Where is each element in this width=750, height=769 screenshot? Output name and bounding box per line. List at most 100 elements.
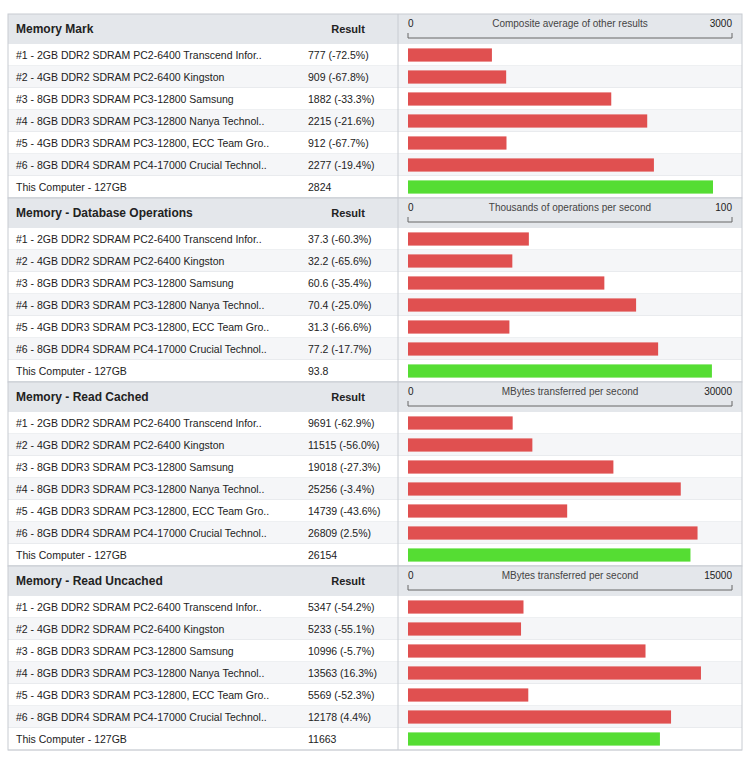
section-title: Memory - Database Operations (16, 206, 193, 220)
bar (408, 364, 712, 377)
row-bg (8, 662, 742, 684)
header-bg (8, 566, 742, 596)
tick-label: 100 (715, 202, 732, 213)
category-label: #1 - 2GB DDR2 SDRAM PC2-6400 Transcend I… (16, 601, 262, 613)
tick-label: 30000 (704, 386, 732, 397)
category-label: #3 - 8GB DDR3 SDRAM PC3-12800 Samsung (16, 93, 234, 105)
data-label: 777 (-72.5%) (308, 49, 369, 61)
row-bg (8, 478, 742, 500)
category-label: #2 - 4GB DDR2 SDRAM PC2-6400 Kingston (16, 623, 224, 635)
data-label: 13563 (16.3%) (308, 667, 377, 679)
column-divider (398, 566, 399, 750)
bar (408, 48, 492, 61)
header-bg (8, 198, 742, 228)
row-bg (8, 706, 742, 728)
category-label: #3 - 8GB DDR3 SDRAM PC3-12800 Samsung (16, 461, 234, 473)
category-label: #5 - 4GB DDR3 SDRAM PC3-12800, ECC Team … (16, 137, 269, 149)
row-bg (8, 110, 742, 132)
tick-mark (408, 217, 409, 222)
bar (408, 298, 636, 311)
data-label: 25256 (-3.4%) (308, 483, 375, 495)
section: Memory - Database OperationsResultThousa… (8, 198, 742, 382)
row-bg (8, 544, 742, 566)
category-label: #5 - 4GB DDR3 SDRAM PC3-12800, ECC Team … (16, 321, 269, 333)
bar (408, 548, 690, 561)
bars (408, 48, 713, 193)
category-label: #3 - 8GB DDR3 SDRAM PC3-12800 Samsung (16, 645, 234, 657)
bars (408, 600, 701, 745)
bar (408, 232, 529, 245)
category-label: #2 - 4GB DDR2 SDRAM PC2-6400 Kingston (16, 71, 224, 83)
data-label: 912 (-67.7%) (308, 137, 369, 149)
category-label: #5 - 4GB DDR3 SDRAM PC3-12800, ECC Team … (16, 505, 269, 517)
category-label: This Computer - 127GB (16, 733, 127, 745)
tick-mark (408, 401, 409, 406)
tick-mark (408, 585, 409, 590)
row-bg (8, 522, 742, 544)
data-label: 31.3 (-66.6%) (308, 321, 372, 333)
row-bg (8, 640, 742, 662)
header-bg (8, 382, 742, 412)
column-header: Result (331, 575, 365, 587)
section-title: Memory Mark (16, 22, 94, 36)
header-bg (8, 14, 742, 44)
category-label: #5 - 4GB DDR3 SDRAM PC3-12800, ECC Team … (16, 689, 269, 701)
row-bg (8, 596, 742, 618)
bar (408, 320, 509, 333)
category-label: #2 - 4GB DDR2 SDRAM PC2-6400 Kingston (16, 439, 224, 451)
row-bg (8, 684, 742, 706)
row-bg (8, 618, 742, 640)
tick-label: 0 (408, 18, 414, 29)
row-bg (8, 88, 742, 110)
bar (408, 688, 528, 701)
category-label: #4 - 8GB DDR3 SDRAM PC3-12800 Nanya Tech… (16, 115, 264, 127)
chart-root: Memory MarkResultComposite average of ot… (0, 0, 750, 769)
category-label: #6 - 8GB DDR4 SDRAM PC4-17000 Crucial Te… (16, 159, 267, 171)
data-label: 11663 (308, 733, 337, 745)
bar (408, 526, 698, 539)
tick-mark (732, 33, 733, 38)
row-bg (8, 500, 742, 522)
data-label: 11515 (-56.0%) (308, 439, 380, 451)
category-label: #1 - 2GB DDR2 SDRAM PC2-6400 Transcend I… (16, 49, 262, 61)
bar (408, 158, 654, 171)
data-label: 2277 (-19.4%) (308, 159, 375, 171)
section-frame (8, 198, 742, 382)
bar (408, 710, 671, 723)
category-label: #3 - 8GB DDR3 SDRAM PC3-12800 Samsung (16, 277, 234, 289)
axis-line (408, 222, 732, 223)
data-label: 77.2 (-17.7%) (308, 343, 372, 355)
data-label: 2215 (-21.6%) (308, 115, 375, 127)
data-label: 93.8 (308, 365, 329, 377)
row-bg (8, 154, 742, 176)
axis-line (408, 38, 732, 39)
category-label: This Computer - 127GB (16, 365, 127, 377)
axis-label: Thousands of operations per second (489, 202, 651, 213)
row-bg (8, 44, 742, 66)
bar (408, 136, 506, 149)
tick-mark (408, 33, 409, 38)
bar (408, 276, 604, 289)
data-label: 909 (-67.8%) (308, 71, 369, 83)
bar (408, 460, 613, 473)
bar (408, 114, 647, 127)
category-label: #6 - 8GB DDR4 SDRAM PC4-17000 Crucial Te… (16, 343, 267, 355)
section-frame (8, 382, 742, 566)
tick-label: 0 (408, 570, 414, 581)
row-bg (8, 456, 742, 478)
row-bg (8, 132, 742, 154)
row-bg (8, 412, 742, 434)
column-divider (398, 198, 399, 382)
section-frame (8, 566, 742, 750)
axis-line (408, 406, 732, 407)
section: Memory - Read UncachedResultMBytes trans… (8, 566, 742, 750)
tick-label: 0 (408, 202, 414, 213)
bar (408, 438, 532, 451)
category-label: #4 - 8GB DDR3 SDRAM PC3-12800 Nanya Tech… (16, 483, 264, 495)
section: Memory MarkResultComposite average of ot… (8, 14, 742, 198)
axis-label: MBytes transferred per second (502, 386, 639, 397)
column-divider (398, 382, 399, 566)
category-label: #1 - 2GB DDR2 SDRAM PC2-6400 Transcend I… (16, 417, 262, 429)
data-label: 14739 (-43.6%) (308, 505, 380, 517)
category-label: This Computer - 127GB (16, 549, 127, 561)
